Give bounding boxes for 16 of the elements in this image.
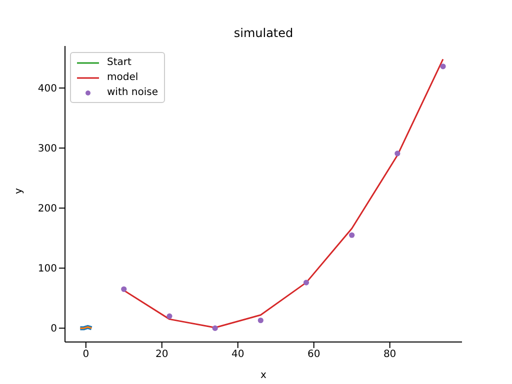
x-tick-label: 60 [307, 349, 320, 360]
y-tick-label: 0 [50, 324, 57, 335]
y-axis-title: y [14, 188, 25, 194]
x-tick-label: 0 [82, 349, 90, 360]
legend-label: with noise [107, 86, 158, 100]
x-tick-label: 80 [383, 349, 396, 360]
y-tick-label: 300 [38, 144, 57, 155]
legend-label: model [107, 71, 138, 85]
x-tick-label: 40 [231, 349, 244, 360]
x-tick-label: 20 [156, 349, 168, 360]
y-tick-label: 400 [38, 84, 57, 95]
chart-title: simulated [232, 26, 294, 40]
y-tick-label: 200 [38, 204, 57, 215]
y-tick-label: 100 [38, 264, 57, 275]
legend-label: Start [107, 56, 132, 70]
x-axis-title: x [260, 370, 267, 381]
